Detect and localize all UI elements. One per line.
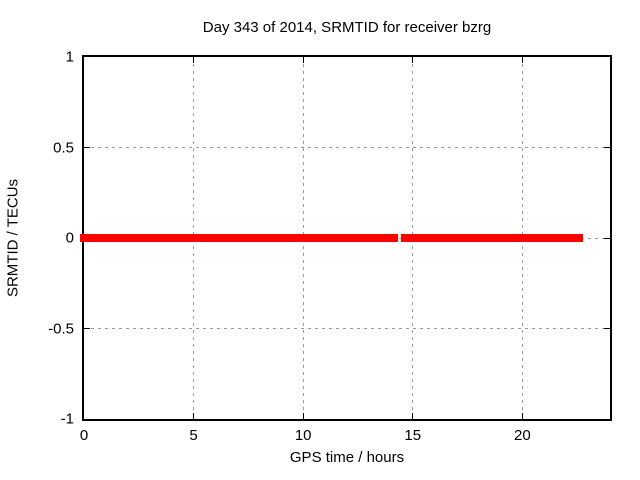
x-tick-top (193, 57, 195, 63)
x-tick-bottom (521, 413, 523, 419)
y-tick-label: -0.5 (48, 320, 74, 337)
x-axis-label: GPS time / hours (289, 449, 405, 466)
y-tick-right (604, 237, 610, 239)
x-tick-bottom (412, 413, 414, 419)
x-tick-top (302, 57, 304, 63)
y-axis-label: SRMTID / TECUs (4, 178, 22, 298)
y-tick-label: 0.5 (53, 139, 74, 156)
x-tick-bottom (302, 413, 304, 419)
x-tick-label: 20 (513, 427, 531, 444)
x-tick-top (521, 57, 523, 63)
x-tick-label: 10 (294, 427, 312, 444)
x-tick-label: 0 (79, 427, 89, 444)
y-tick-left (84, 328, 90, 329)
y-tick-label: -1 (60, 410, 74, 428)
chart-title: Day 343 of 2014, SRMTID for receiver bzr… (202, 19, 492, 36)
y-tick-right (604, 328, 610, 329)
x-tick-bottom (193, 413, 195, 419)
y-gridline (84, 328, 610, 329)
x-tick-top (412, 57, 414, 63)
x-tick-label: 15 (404, 427, 422, 444)
y-tick-label: 0 (65, 229, 74, 247)
y-tick-right (604, 147, 610, 148)
data-series-line (80, 234, 399, 242)
data-series-line (400, 234, 583, 242)
plot-area: 0 5 10 15 20 1 0.5 0 -0.5 -1 (48, 49, 612, 444)
y-gridline (84, 147, 610, 148)
y-tick-label: 1 (65, 48, 74, 66)
y-tick-left (84, 147, 90, 148)
x-tick-label: 5 (189, 427, 198, 444)
